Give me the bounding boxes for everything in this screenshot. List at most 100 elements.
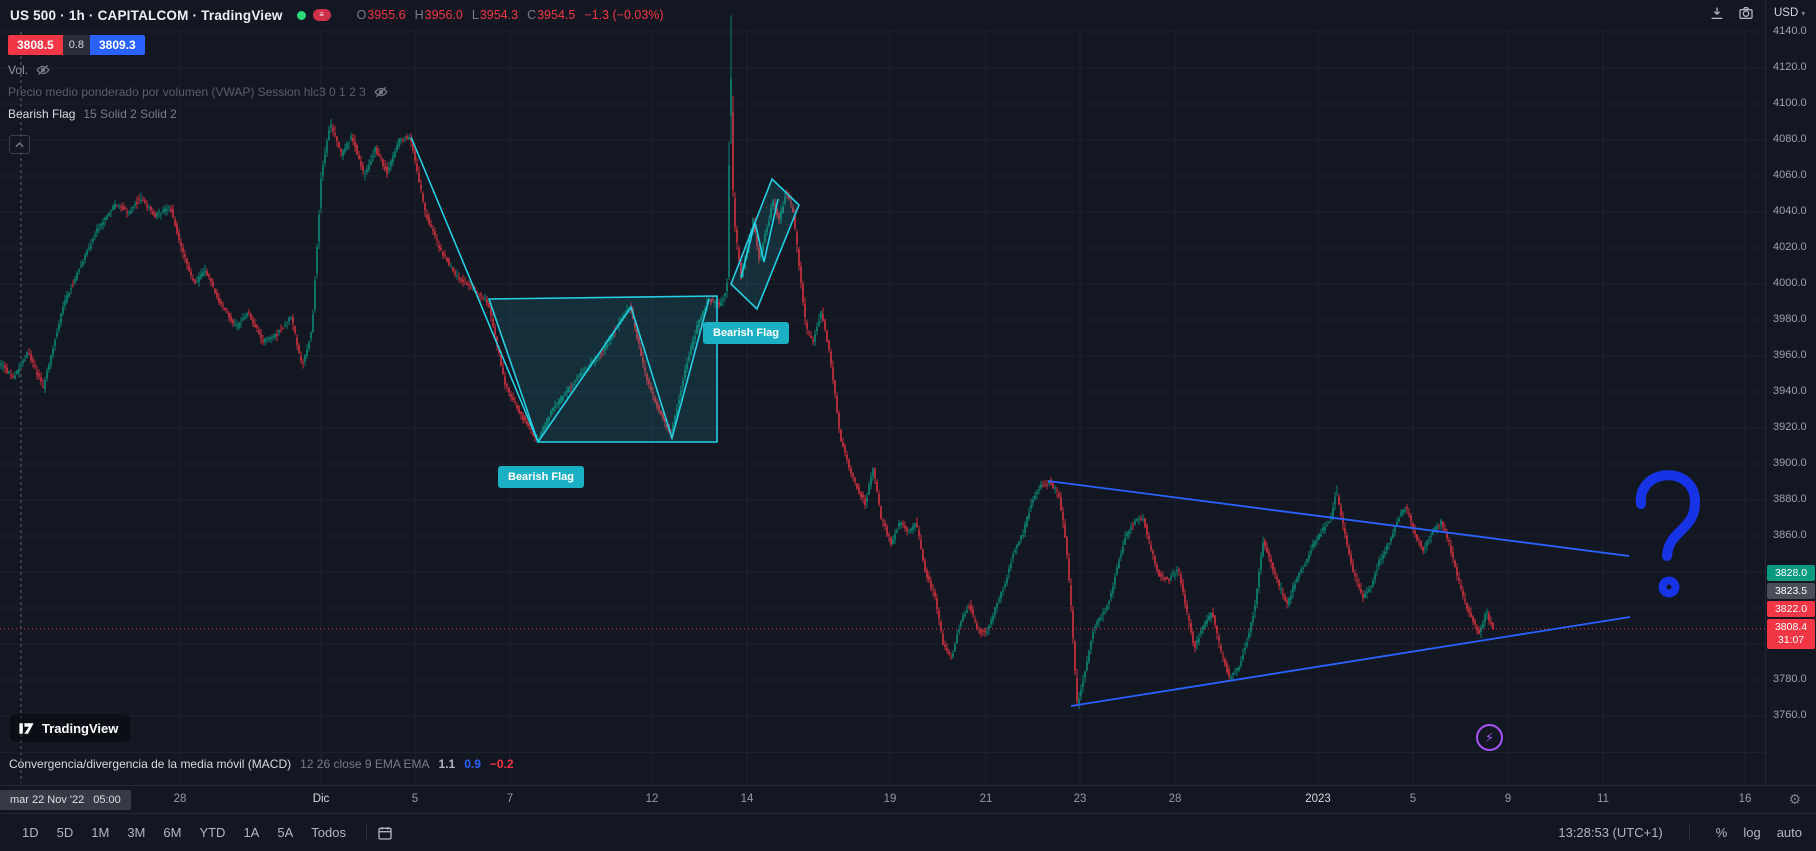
price-tick-label: 4120.0: [1773, 61, 1807, 73]
time-tick-label: 9: [1504, 793, 1512, 805]
download-icon[interactable]: [1709, 5, 1725, 21]
bearish-flag-drawing-2[interactable]: [730, 177, 800, 311]
price-tick-label: 4040.0: [1773, 205, 1807, 217]
price-tick-label: 3860.0: [1773, 529, 1807, 541]
flag-pole-line[interactable]: [410, 136, 539, 443]
ohlc-values: O3955.6 H3956.0 L3954.3 C3954.5 −1.3 (−0…: [356, 8, 664, 22]
price-axis[interactable]: USD ▾ 4140.0 4120.0 4100.0 4080.0 4060.0 4040.…: [1765, 0, 1816, 785]
time-axis[interactable]: mar 22 Nov '22 05:00 28 Dic 5 7 12 14 19 21 23 28 2…: [0, 785, 1816, 813]
divider: [1688, 824, 1690, 841]
auto-scale-button[interactable]: auto: [1776, 825, 1802, 840]
bar-countdown: 31:07: [1777, 634, 1805, 646]
pane-separator[interactable]: [0, 752, 1816, 753]
legend-vwap: Precio medio ponderado por volumen (VWAP…: [8, 85, 388, 99]
price-tick-label: 4020.0: [1773, 241, 1807, 253]
tradingview-watermark[interactable]: TradingView: [10, 714, 131, 742]
price-tick-label: 4060.0: [1773, 169, 1807, 181]
trendline-upper[interactable]: [1047, 480, 1630, 557]
sell-button[interactable]: 3808.5: [8, 35, 63, 55]
time-tick-label: 19: [883, 793, 897, 805]
collapse-legend-button[interactable]: [9, 135, 30, 154]
time-tick-label: 2023: [1305, 793, 1331, 805]
legend-volume: Vol.: [8, 63, 50, 77]
last-price-badge: 3808.4 31:07: [1767, 619, 1815, 649]
broker-list-icon[interactable]: ≡: [312, 9, 331, 21]
time-tick-label: 5: [411, 793, 419, 805]
bearish-flag-drawing-1[interactable]: [487, 295, 718, 443]
trade-panel: 3808.5 0.8 3809.3: [8, 35, 145, 55]
macd-legend: Convergencia/divergencia de la media móv…: [9, 757, 514, 771]
go-to-date-icon[interactable]: [377, 825, 393, 841]
time-tick-label: 14: [740, 793, 754, 805]
legend-pattern: Bearish Flag 15 Solid 2 Solid 2: [8, 107, 177, 121]
macd-value-1: 1.1: [438, 757, 456, 771]
price-tick-label: 3780.0: [1773, 673, 1807, 685]
range-button-5a[interactable]: 5A: [277, 825, 294, 840]
question-mark-dot[interactable]: [1658, 576, 1680, 598]
macd-params: 12 26 close 9 EMA EMA: [300, 757, 430, 771]
time-tick-label: 7: [506, 793, 514, 805]
chart-header: US 500 · 1h · CAPITALCOM · TradingView ≡…: [0, 0, 1764, 30]
spread-value: 0.8: [62, 35, 90, 55]
range-button-ytd[interactable]: YTD: [199, 825, 226, 840]
price-badge: 3828.0: [1767, 565, 1815, 581]
currency-selector[interactable]: USD ▾: [1774, 7, 1806, 19]
pattern-name: Bearish Flag: [8, 107, 76, 121]
macd-value-3: −0.2: [489, 757, 514, 771]
price-badge: 3822.0: [1767, 601, 1815, 617]
chevron-down-icon: ▾: [1801, 8, 1806, 18]
time-tick-label: 16: [1738, 793, 1752, 805]
range-button-1m[interactable]: 1M: [91, 825, 110, 840]
change-value: −1.3 (−0.03%): [584, 8, 664, 22]
tradingview-logo-icon: [19, 722, 34, 734]
flag-zigzag-line[interactable]: [740, 198, 779, 279]
price-tick-label: 3920.0: [1773, 421, 1807, 433]
price-tick-label: 4000.0: [1773, 277, 1807, 289]
price-tick-label: 3960.0: [1773, 349, 1807, 361]
divider: [365, 824, 367, 841]
up-candle-wicks: [0, 15, 1488, 710]
price-tick-label: 3940.0: [1773, 385, 1807, 397]
price-badge: 3823.5: [1767, 583, 1815, 599]
down-candle-wicks: [4, 95, 1494, 707]
instant-order-lightning-icon[interactable]: ⚡: [1476, 724, 1503, 751]
flag-zigzag-line[interactable]: [537, 298, 710, 443]
buy-button[interactable]: 3809.3: [90, 35, 145, 55]
range-button-1d[interactable]: 1D: [22, 825, 39, 840]
volume-label: Vol.: [8, 63, 29, 77]
clock[interactable]: 13:28:53 (UTC+1): [1558, 825, 1663, 840]
time-tick-label: 28: [1168, 793, 1182, 805]
range-selector: 1D 5D 1M 3M 6M YTD 1A 5A Todos: [14, 822, 356, 843]
camera-snapshot-icon[interactable]: [1738, 5, 1754, 21]
time-tick-label: Dic: [312, 793, 330, 805]
time-tick-label: 5: [1409, 793, 1417, 805]
macd-title: Convergencia/divergencia de la media móv…: [9, 757, 292, 771]
price-tick-label: 4080.0: [1773, 133, 1807, 145]
price-tick-label: 3760.0: [1773, 709, 1807, 721]
time-tick-label: 28: [173, 793, 187, 805]
bottom-toolbar: 1D 5D 1M 3M 6M YTD 1A 5A Todos 13:28:53 (UTC+1) …: [0, 813, 1816, 851]
trendline-lower[interactable]: [1070, 616, 1631, 707]
range-button-6m[interactable]: 6M: [163, 825, 182, 840]
eye-hidden-icon[interactable]: [36, 63, 50, 77]
symbol-title[interactable]: US 500 · 1h · CAPITALCOM · TradingView: [10, 7, 283, 23]
range-button-3m[interactable]: 3M: [127, 825, 146, 840]
percent-scale-button[interactable]: %: [1715, 825, 1728, 840]
grid-lines: [0, 30, 1765, 785]
range-button-5d[interactable]: 5D: [56, 825, 74, 840]
price-tick-label: 4140.0: [1773, 25, 1807, 37]
price-tick-label: 3980.0: [1773, 313, 1807, 325]
question-mark-drawing[interactable]: [1635, 470, 1701, 561]
time-tick-label: 23: [1073, 793, 1087, 805]
bearish-flag-label[interactable]: Bearish Flag: [703, 322, 790, 344]
eye-hidden-icon[interactable]: [374, 85, 388, 99]
axis-settings-gear-icon[interactable]: ⚙: [1788, 791, 1801, 807]
bearish-flag-label[interactable]: Bearish Flag: [498, 466, 585, 488]
range-button-todos[interactable]: Todos: [311, 825, 346, 840]
selected-time-label: mar 22 Nov '22 05:00: [0, 790, 131, 810]
range-button-1a[interactable]: 1A: [243, 825, 260, 840]
log-scale-button[interactable]: log: [1743, 825, 1761, 840]
macd-value-2: 0.9: [464, 757, 481, 771]
market-status-dot-icon: [296, 10, 306, 20]
